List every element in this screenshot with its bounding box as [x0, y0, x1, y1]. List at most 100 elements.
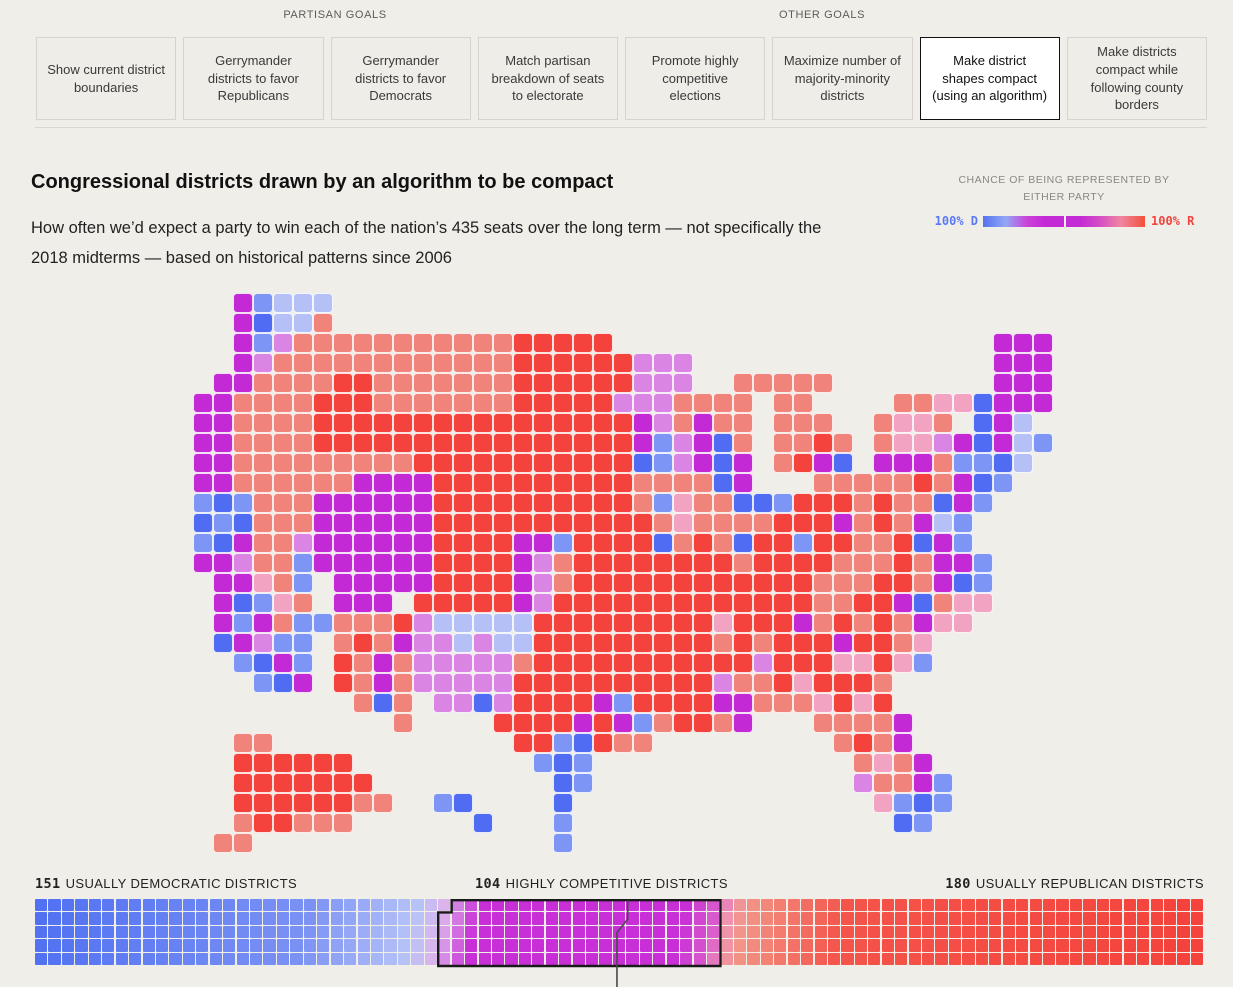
- seat-square[interactable]: [639, 899, 652, 912]
- district-cell[interactable]: [813, 373, 833, 393]
- seat-square[interactable]: [680, 939, 693, 952]
- district-cell[interactable]: [213, 573, 233, 593]
- district-cell[interactable]: [673, 573, 693, 593]
- district-cell[interactable]: [1013, 373, 1033, 393]
- district-cell[interactable]: [253, 813, 273, 833]
- seat-square[interactable]: [478, 939, 491, 952]
- district-cell[interactable]: [533, 413, 553, 433]
- seat-square[interactable]: [75, 939, 88, 952]
- seat-square[interactable]: [935, 939, 948, 952]
- district-cell[interactable]: [513, 493, 533, 513]
- seat-square[interactable]: [747, 899, 760, 912]
- seat-square[interactable]: [1177, 899, 1190, 912]
- district-cell[interactable]: [733, 513, 753, 533]
- seat-square[interactable]: [948, 925, 962, 939]
- district-cell[interactable]: [373, 653, 393, 673]
- district-cell[interactable]: [433, 653, 453, 673]
- district-cell[interactable]: [233, 793, 253, 813]
- seat-square[interactable]: [115, 899, 128, 912]
- seat-square[interactable]: [129, 912, 142, 925]
- seat-square[interactable]: [760, 952, 773, 965]
- district-cell[interactable]: [713, 653, 733, 673]
- district-cell[interactable]: [613, 633, 633, 653]
- district-cell[interactable]: [413, 553, 433, 573]
- district-cell[interactable]: [593, 573, 613, 593]
- seat-square[interactable]: [236, 952, 249, 965]
- seat-square[interactable]: [572, 952, 585, 965]
- district-cell[interactable]: [653, 553, 673, 573]
- district-cell[interactable]: [633, 513, 653, 533]
- district-cell[interactable]: [613, 393, 633, 413]
- district-cell[interactable]: [393, 673, 413, 693]
- district-cell[interactable]: [673, 393, 693, 413]
- seat-square[interactable]: [1150, 925, 1163, 939]
- district-cell[interactable]: [233, 453, 253, 473]
- seat-square[interactable]: [707, 925, 720, 939]
- seat-square[interactable]: [854, 925, 868, 939]
- seat-square[interactable]: [223, 952, 236, 965]
- seat-square[interactable]: [814, 899, 827, 912]
- seat-square[interactable]: [989, 939, 1002, 952]
- district-cell[interactable]: [653, 713, 673, 733]
- district-cell[interactable]: [373, 573, 393, 593]
- seat-square[interactable]: [1150, 939, 1163, 952]
- district-cell[interactable]: [713, 633, 733, 653]
- district-cell[interactable]: [793, 593, 813, 613]
- district-cell[interactable]: [393, 433, 413, 453]
- district-cell[interactable]: [393, 533, 413, 553]
- district-cell[interactable]: [893, 773, 913, 793]
- seat-square[interactable]: [895, 912, 908, 925]
- seat-square[interactable]: [854, 912, 868, 925]
- district-cell[interactable]: [393, 333, 413, 353]
- district-cell[interactable]: [773, 513, 793, 533]
- district-cell[interactable]: [753, 553, 773, 573]
- district-cell[interactable]: [453, 633, 473, 653]
- seat-square[interactable]: [935, 899, 948, 912]
- seat-square[interactable]: [653, 925, 666, 939]
- district-cell[interactable]: [533, 433, 553, 453]
- district-cell[interactable]: [893, 433, 913, 453]
- district-cell[interactable]: [753, 493, 773, 513]
- district-cell[interactable]: [933, 773, 953, 793]
- seat-square[interactable]: [707, 899, 720, 912]
- district-cell[interactable]: [553, 753, 573, 773]
- district-cell[interactable]: [573, 393, 593, 413]
- seat-square[interactable]: [989, 952, 1002, 965]
- district-cell[interactable]: [473, 513, 493, 533]
- district-cell[interactable]: [753, 373, 773, 393]
- district-cell[interactable]: [293, 773, 313, 793]
- seat-square[interactable]: [1123, 952, 1136, 965]
- seat-square[interactable]: [841, 925, 854, 939]
- district-cell[interactable]: [293, 793, 313, 813]
- seat-square[interactable]: [236, 939, 249, 952]
- seat-square[interactable]: [115, 912, 128, 925]
- district-cell[interactable]: [313, 533, 333, 553]
- district-cell[interactable]: [253, 373, 273, 393]
- district-cell[interactable]: [473, 493, 493, 513]
- district-cell[interactable]: [573, 453, 593, 473]
- district-cell[interactable]: [393, 613, 413, 633]
- district-cell[interactable]: [593, 613, 613, 633]
- district-cell[interactable]: [573, 633, 593, 653]
- district-cell[interactable]: [333, 553, 353, 573]
- seat-square[interactable]: [827, 952, 841, 965]
- seat-square[interactable]: [1056, 925, 1069, 939]
- seat-square[interactable]: [922, 899, 935, 912]
- district-cell[interactable]: [333, 353, 353, 373]
- district-cell[interactable]: [1013, 413, 1033, 433]
- seat-square[interactable]: [1016, 939, 1029, 952]
- district-cell[interactable]: [573, 713, 593, 733]
- district-cell[interactable]: [313, 613, 333, 633]
- seat-square[interactable]: [290, 925, 303, 939]
- tab-gerrymander-districts-to-favor-republicans[interactable]: Gerrymander districts to favor Republica…: [183, 37, 324, 120]
- seat-square[interactable]: [142, 925, 155, 939]
- district-cell[interactable]: [313, 493, 333, 513]
- district-cell[interactable]: [333, 373, 353, 393]
- district-cell[interactable]: [473, 333, 493, 353]
- district-cell[interactable]: [493, 513, 513, 533]
- district-cell[interactable]: [553, 533, 573, 553]
- seat-square[interactable]: [586, 912, 599, 925]
- district-cell[interactable]: [773, 413, 793, 433]
- district-cell[interactable]: [353, 493, 373, 513]
- district-cell[interactable]: [553, 513, 573, 533]
